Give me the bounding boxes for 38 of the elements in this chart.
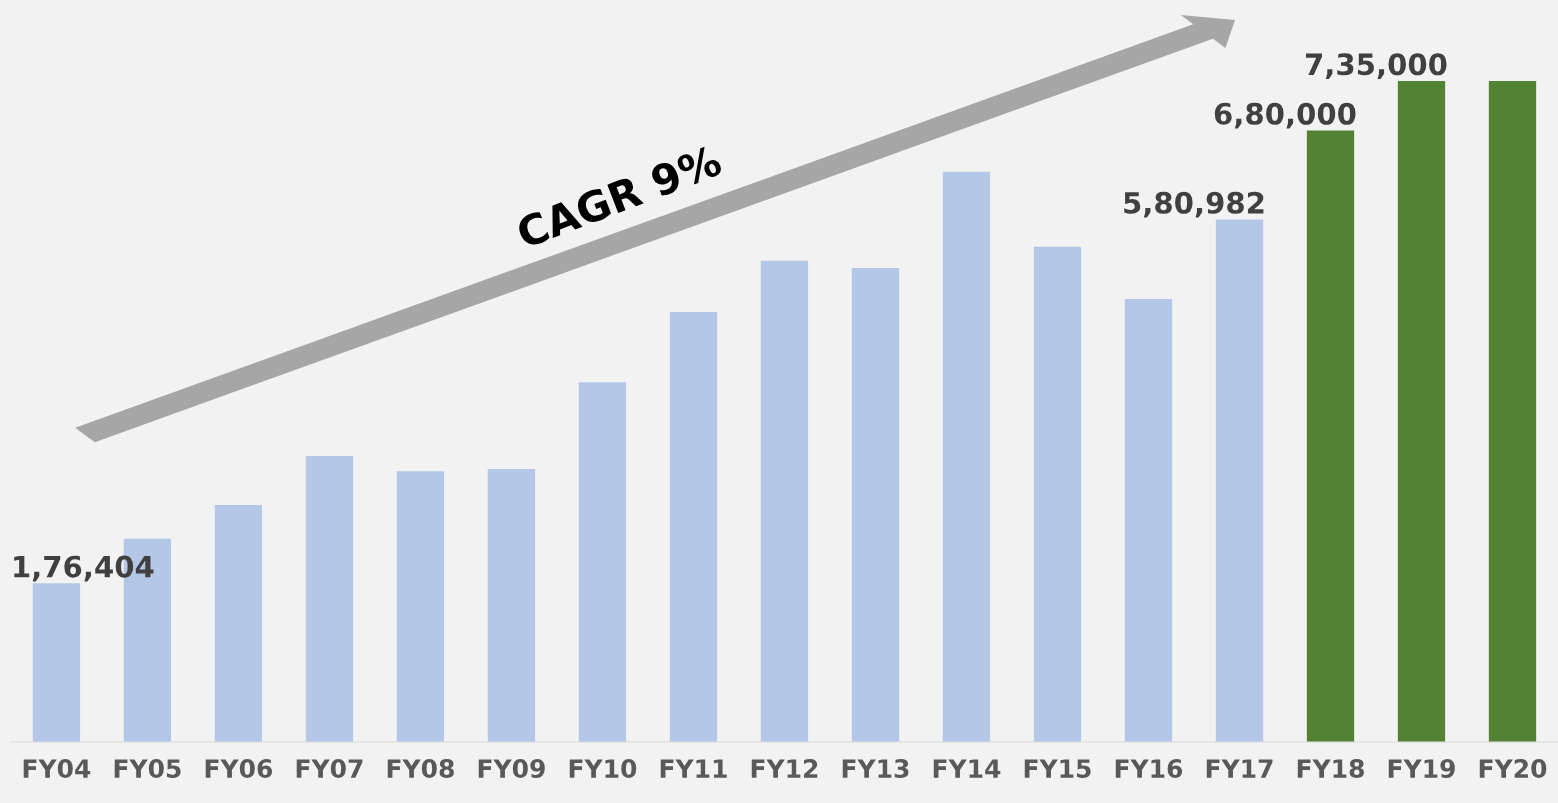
x-tick-label: FY20 — [1479, 759, 1547, 778]
bar — [578, 382, 627, 742]
bar — [1215, 219, 1264, 742]
bar — [760, 260, 809, 742]
x-tick-label: FY17 — [1206, 759, 1273, 778]
bar — [32, 583, 81, 742]
bar — [1124, 299, 1173, 742]
data-label: 5,80,982 — [1124, 191, 1264, 218]
bar — [396, 471, 445, 742]
x-tick-label: FY14 — [933, 759, 1001, 778]
data-label: 6,80,000 — [1214, 102, 1356, 129]
bar — [214, 504, 263, 742]
bar — [851, 268, 900, 742]
data-label: 7,35,000 — [1305, 53, 1447, 80]
x-tick-label: FY16 — [1115, 759, 1183, 778]
x-tick-label: FY08 — [387, 759, 454, 778]
x-tick-label: FY11 — [660, 759, 727, 778]
x-tick-label: FY04 — [23, 759, 91, 778]
bar — [1033, 246, 1082, 742]
data-label: 1,76,404 — [14, 555, 154, 582]
bar — [1397, 80, 1446, 742]
x-tick-label: FY19 — [1388, 759, 1455, 778]
bar — [1488, 80, 1537, 742]
bar — [487, 469, 536, 742]
bar — [942, 171, 991, 742]
x-tick-label: FY06 — [205, 759, 273, 778]
bar — [305, 455, 354, 742]
x-tick-label: FY10 — [569, 759, 637, 778]
bar — [669, 312, 718, 742]
x-tick-label: FY18 — [1297, 759, 1364, 778]
bar — [1306, 130, 1355, 742]
x-tick-label: FY07 — [296, 759, 363, 778]
annotation: CAGR 9% — [514, 143, 724, 249]
x-tick-label: FY05 — [114, 759, 181, 778]
x-tick-label: FY13 — [842, 759, 909, 778]
x-tick-label: FY09 — [478, 759, 545, 778]
x-tick-label: FY15 — [1024, 759, 1091, 778]
x-tick-label: FY12 — [751, 759, 818, 778]
